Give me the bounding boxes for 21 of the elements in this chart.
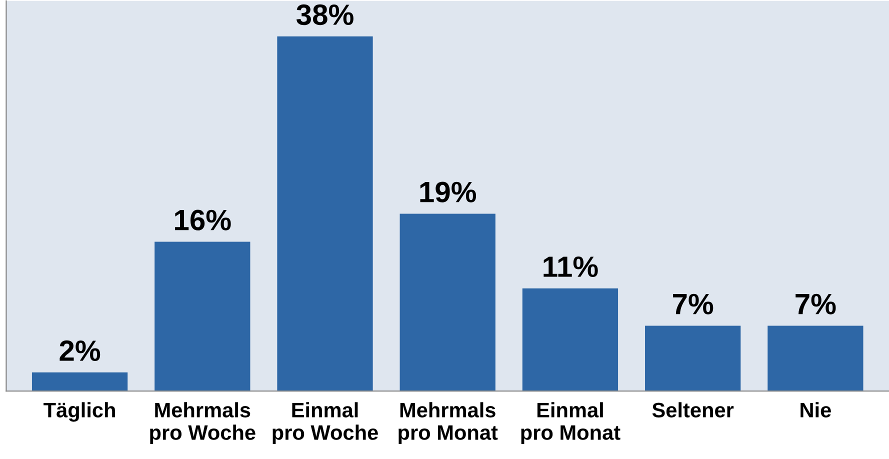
x-tick-label: Mehrmals pro Woche: [150, 402, 256, 444]
data-label: 16%: [175, 210, 231, 230]
bar: [154, 242, 250, 392]
bar: [645, 326, 741, 392]
data-label: 38%: [296, 4, 354, 26]
data-label: 7%: [796, 294, 836, 314]
x-tick-label: Einmal pro Woche: [272, 402, 378, 444]
x-tick-label: Einmal pro Monat: [521, 402, 620, 444]
bar: [768, 326, 864, 392]
data-label: 11%: [544, 256, 598, 278]
data-label: 2%: [60, 340, 100, 362]
bar: [400, 214, 496, 392]
bar: [522, 288, 618, 392]
x-tick-label: Seltener: [652, 402, 734, 418]
x-tick-label: Täglich: [44, 402, 115, 422]
bar: [32, 372, 128, 392]
bar: [277, 36, 373, 392]
data-label: 7%: [673, 294, 714, 314]
x-tick-label: Nie: [800, 402, 831, 418]
data-label: 19%: [420, 182, 476, 202]
x-tick-label: Mehrmals pro Monat: [398, 402, 498, 444]
